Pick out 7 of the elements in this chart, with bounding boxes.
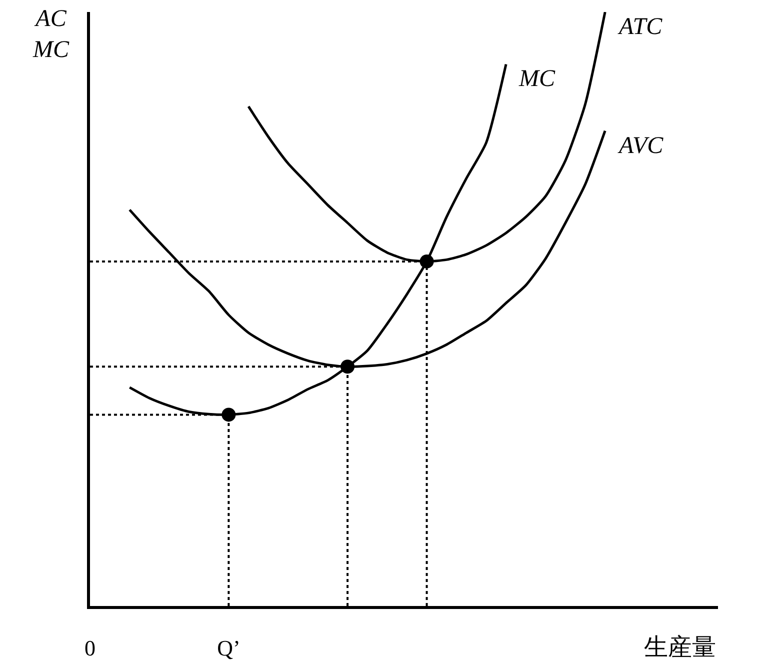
x-axis-title: 生産量 bbox=[644, 634, 716, 661]
x-tick-label: 0 bbox=[84, 635, 96, 660]
series-label: AVC bbox=[617, 133, 664, 159]
x-tick-label: Q’ bbox=[217, 635, 240, 660]
series-label: MC bbox=[518, 66, 556, 92]
series-label: ATC bbox=[617, 14, 664, 40]
y-axis-title: AC MC bbox=[32, 6, 70, 64]
